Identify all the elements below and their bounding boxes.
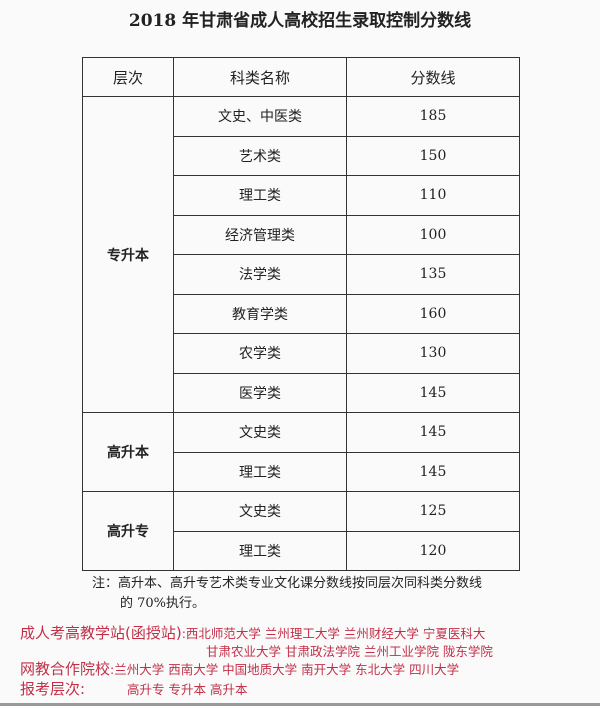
table-row: 专升本 文史、中医类 185 xyxy=(82,96,520,413)
category-cell: 文史类 xyxy=(173,491,347,532)
score-cell: 145 xyxy=(346,451,520,492)
category-cell: 经济管理类 xyxy=(173,214,347,255)
station-list-1: :西北师范大学 兰州理工大学 兰州财经大学 宁夏医科大 xyxy=(181,626,486,641)
level-cell: 高升专 xyxy=(82,491,174,571)
score-cell: 130 xyxy=(346,333,520,374)
table-row: 高升本 文史类 145 xyxy=(82,412,520,492)
table-row: 理工类 120 xyxy=(83,530,520,571)
score-cell: 160 xyxy=(346,293,520,334)
station-label: 成人考高教学站(函授站) xyxy=(20,624,182,642)
levels-label: 报考层次: xyxy=(20,680,86,698)
station-row: 成人考高教学站(函授站):西北师范大学 兰州理工大学 兰州财经大学 宁夏医科大 xyxy=(20,622,485,643)
online-list: :兰州大学 西南大学 中国地质大学 南开大学 东北大学 四川大学 xyxy=(110,662,460,677)
levels-row: 报考层次: 高升专 专升本 高升本 xyxy=(20,678,247,699)
table-row: 医学类 145 xyxy=(83,372,520,413)
note-line2: 的 70%执行。 xyxy=(120,596,206,611)
table-row: 农学类 130 xyxy=(83,333,520,374)
note: 注：高升本、高升专艺术类专业文化课分数线按同层次同科类分数线 的 70%执行。 xyxy=(92,574,532,614)
score-cell: 120 xyxy=(346,530,520,571)
score-table: 层次 科类名称 分数线 专升本 文史、中医类 185 艺术类 150 理工类 110 经济管理… xyxy=(82,57,520,571)
category-cell: 文史类 xyxy=(173,412,347,453)
score-cell: 110 xyxy=(346,175,520,216)
table-row: 艺术类 150 xyxy=(83,135,520,176)
table-row: 高升专 文史类 125 xyxy=(82,491,520,571)
category-cell: 理工类 xyxy=(173,530,347,571)
bottom-divider xyxy=(0,703,600,706)
station-list-2: 甘肃农业大学 甘肃政法学院 兰州工业学院 陇东学院 xyxy=(206,644,493,659)
category-cell: 农学类 xyxy=(173,333,347,374)
category-cell: 法学类 xyxy=(173,254,347,295)
score-cell: 125 xyxy=(346,491,520,532)
category-cell: 文史、中医类 xyxy=(173,96,347,137)
category-cell: 教育学类 xyxy=(173,293,347,334)
category-cell: 理工类 xyxy=(173,175,347,216)
levels-list: 高升专 专升本 高升本 xyxy=(127,682,248,697)
level-cell: 专升本 xyxy=(82,96,174,413)
online-label: 网教合作院校 xyxy=(20,660,111,678)
header-level: 层次 xyxy=(82,57,174,97)
category-cell: 艺术类 xyxy=(173,135,347,176)
table-row: 教育学类 160 xyxy=(83,293,520,334)
level-cell: 高升本 xyxy=(82,412,174,492)
online-row: 网教合作院校:兰州大学 西南大学 中国地质大学 南开大学 东北大学 四川大学 xyxy=(20,658,459,679)
table-row: 理工类 110 xyxy=(83,175,520,216)
table-row: 经济管理类 100 xyxy=(83,214,520,255)
page-title: 2018 年甘肃省成人高校招生录取控制分数线 xyxy=(128,11,472,31)
score-cell: 145 xyxy=(346,372,520,413)
header-score: 分数线 xyxy=(346,57,520,97)
table-row: 法学类 135 xyxy=(83,254,520,295)
score-cell: 150 xyxy=(346,135,520,176)
score-cell: 145 xyxy=(346,412,520,453)
note-line1: 注：高升本、高升专艺术类专业文化课分数线按同层次同科类分数线 xyxy=(92,576,483,591)
score-cell: 185 xyxy=(346,96,520,137)
score-cell: 100 xyxy=(346,214,520,255)
score-cell: 135 xyxy=(346,254,520,295)
category-cell: 医学类 xyxy=(173,372,347,413)
category-cell: 理工类 xyxy=(173,451,347,492)
header-category: 科类名称 xyxy=(173,57,347,97)
table-row: 理工类 145 xyxy=(83,451,520,492)
